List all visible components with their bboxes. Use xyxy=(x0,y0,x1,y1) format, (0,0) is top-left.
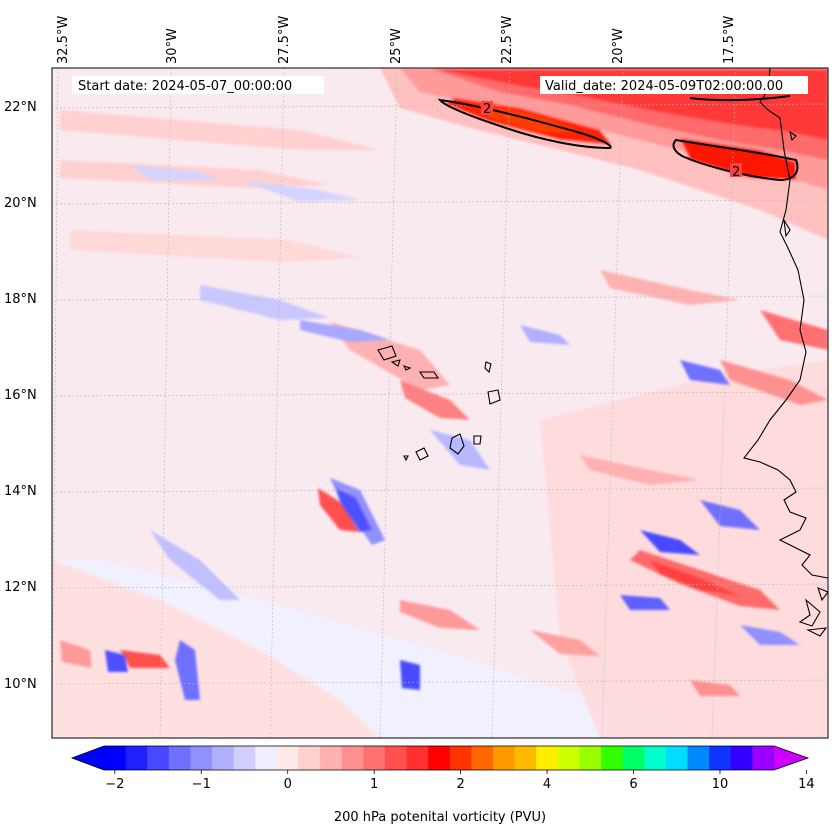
longitude-labels: 32.5°W 30°W 27.5°W 25°W 22.5°W 20°W 17.5… xyxy=(56,16,737,64)
colorbar-cell xyxy=(579,746,602,770)
lat-label: 20°N xyxy=(4,196,37,211)
coast-detail-north xyxy=(789,130,797,142)
island-sal xyxy=(484,361,492,374)
colorbar-cell xyxy=(428,746,451,770)
colorbar-cell xyxy=(406,746,429,770)
island-boa-vista xyxy=(487,389,501,405)
african-coast xyxy=(743,68,828,579)
colorbar: −2 −1 0 1 2 4 6 10 14 200 hPa potenital vorticit… xyxy=(70,745,815,825)
colorbar-cell xyxy=(320,746,343,770)
island-santiago xyxy=(449,433,465,455)
lat-label: 22°N xyxy=(4,100,37,115)
pv-2-contour-east xyxy=(672,138,799,182)
coastlines xyxy=(743,68,828,637)
colorbar-cell xyxy=(709,746,732,770)
pv-2-contours xyxy=(437,95,799,182)
colorbar-cell xyxy=(190,746,213,770)
coast-detail-south xyxy=(798,598,821,627)
colorbar-cell xyxy=(449,746,473,770)
lon-label: 25°W xyxy=(389,28,404,64)
lat-label: 12°N xyxy=(4,580,37,595)
colorbar-cell xyxy=(514,746,537,770)
colorbar-cell xyxy=(557,746,581,770)
lon-label: 22.5°W xyxy=(500,16,515,64)
lon-label: 27.5°W xyxy=(277,16,292,64)
graticule xyxy=(52,68,828,738)
lat-label: 16°N xyxy=(4,388,37,403)
colorbar-tick-label: 4 xyxy=(543,777,551,792)
colorbar-cell xyxy=(622,746,645,770)
colorbar-tick-label: 2 xyxy=(456,777,464,792)
valid-date-label: Valid_date: 2024-05-09T02:00:00.00 xyxy=(545,79,783,94)
pv-streaks-red xyxy=(60,110,828,696)
pv-2-contour-north xyxy=(689,95,791,102)
lon-label: 32.5°W xyxy=(56,16,71,64)
colorbar-tick-label: 10 xyxy=(712,777,729,792)
contour-value-labels: 2 2 xyxy=(481,101,742,180)
lat-label: 10°N xyxy=(4,677,37,692)
colorbar-cell xyxy=(687,746,710,770)
colorbar-tick-label: 1 xyxy=(370,777,378,792)
lat-label: 18°N xyxy=(4,292,37,307)
island-fogo xyxy=(415,447,429,461)
colorbar-label: 200 hPa potenital vorticity (PVU) xyxy=(334,810,546,825)
lon-label: 30°W xyxy=(165,28,180,64)
pv-streaks-blue xyxy=(105,165,800,700)
lat-label: 14°N xyxy=(4,484,37,499)
colorbar-cell xyxy=(212,746,235,770)
colorbar-cell xyxy=(255,746,278,770)
colorbar-cell xyxy=(125,746,148,770)
island-maio xyxy=(473,435,482,445)
map-panel: 2 2 Start date xyxy=(52,68,828,738)
map-title-bar: Start date: 2024-05-07_00:00:00 Valid_da… xyxy=(72,76,808,94)
colorbar-extend-high xyxy=(774,746,808,770)
colorbar-cell xyxy=(341,746,364,770)
colorbar-cell xyxy=(536,746,559,770)
cape-verde-islands xyxy=(377,345,501,462)
island-santo-antao xyxy=(377,345,397,361)
map-frame xyxy=(51,67,829,739)
latitude-labels: 22°N 20°N 18°N 16°N 14°N 12°N 10°N xyxy=(4,100,37,692)
colorbar-tick-label: 14 xyxy=(798,777,815,792)
colorbar-cell xyxy=(752,746,775,770)
colorbar-cell xyxy=(384,746,408,770)
colorbar-tick-label: −2 xyxy=(105,777,124,792)
lon-label: 20°W xyxy=(611,28,626,64)
colorbar-ticks: −2 −1 0 1 2 4 6 10 14 xyxy=(105,770,815,792)
pv-streamer-north xyxy=(380,68,828,240)
colorbar-tick-label: −1 xyxy=(192,777,211,792)
contour-label-east: 2 xyxy=(732,165,740,180)
colorbar-cell xyxy=(730,746,753,770)
colorbar-cells xyxy=(104,746,775,770)
colorbar-cell xyxy=(644,746,667,770)
colorbar-outline xyxy=(70,745,810,771)
colorbar-cell xyxy=(471,746,494,770)
coast-detail xyxy=(783,219,791,238)
colorbar-cell xyxy=(233,746,256,770)
island-sao-nicolau xyxy=(418,371,440,379)
island-brava xyxy=(403,455,409,462)
island-sao-vicente xyxy=(390,359,401,367)
island-santa-luzia xyxy=(402,365,412,371)
colorbar-cell xyxy=(168,746,192,770)
colorbar-cell xyxy=(493,746,516,770)
colorbar-extend-low xyxy=(72,746,104,770)
coast-detail-south-3 xyxy=(817,587,828,602)
colorbar-cell xyxy=(276,746,300,770)
pv-2-contour-west xyxy=(437,98,612,150)
colorbar-cell xyxy=(363,746,386,770)
coast-detail-south-2 xyxy=(806,627,828,637)
colorbar-tick-label: 6 xyxy=(629,777,637,792)
colorbar-cell xyxy=(147,746,170,770)
colorbar-cell xyxy=(601,746,624,770)
colorbar-cell xyxy=(665,746,689,770)
contour-label-west: 2 xyxy=(483,102,491,117)
colorbar-cell xyxy=(298,746,321,770)
lon-label: 17.5°W xyxy=(722,16,737,64)
start-date-label: Start date: 2024-05-07_00:00:00 xyxy=(78,79,292,94)
colorbar-tick-label: 0 xyxy=(284,777,292,792)
colorbar-cell xyxy=(104,746,127,770)
